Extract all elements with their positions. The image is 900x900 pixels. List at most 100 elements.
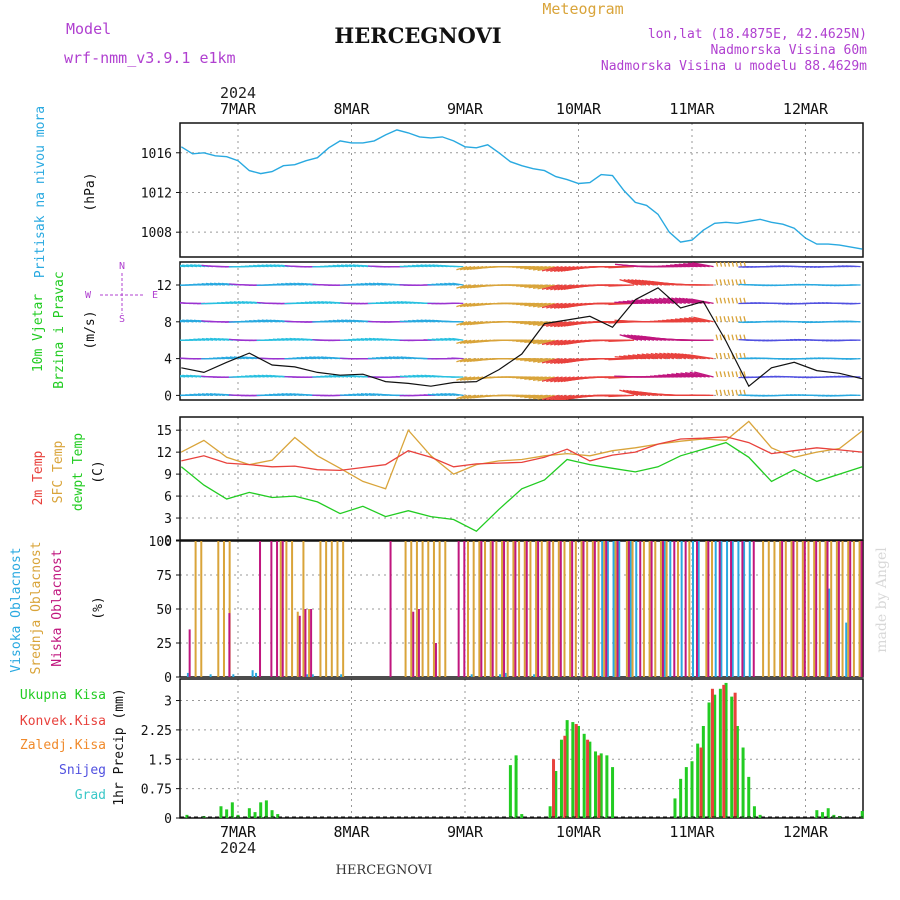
cloud-bar: [752, 541, 755, 677]
precip-total-bar: [185, 814, 189, 818]
cloud-bar: [616, 541, 619, 677]
wind-barb: [739, 262, 743, 267]
wind-axis-title-1: 10m Vjetar: [31, 294, 46, 372]
wind-barb: [743, 389, 746, 396]
wind-barb: [180, 319, 190, 323]
wind-barb: [541, 357, 559, 364]
wind-unit: (m/s): [83, 310, 98, 349]
wind-barb: [463, 302, 476, 308]
cloud-bar: [837, 541, 840, 677]
wind-barb: [553, 284, 571, 291]
y-tick-label: 0: [164, 389, 172, 404]
coords-text: lon,lat (18.4875E, 42.4625N): [648, 27, 867, 42]
wind-barb: [715, 316, 719, 322]
precip-snow-legend: Snijeg: [59, 763, 106, 778]
wind-barb: [528, 284, 547, 289]
wind-barb: [723, 352, 727, 359]
wind-barb: [541, 302, 559, 309]
wind-barb: [849, 265, 861, 268]
wind-barb: [743, 371, 746, 378]
cloud-bar: [546, 541, 549, 677]
wind-barb: [693, 316, 714, 323]
wind-barb: [739, 371, 743, 378]
wind-barb: [632, 354, 655, 360]
wind-barb: [727, 371, 731, 378]
wind-barb: [743, 297, 746, 304]
wind-barb: [456, 394, 468, 400]
y-tick-label: 1012: [141, 186, 172, 201]
wind-barb: [532, 376, 551, 381]
wind-barb: [727, 262, 731, 267]
cloud-bar: [845, 622, 848, 677]
precip-total-bar: [707, 702, 711, 818]
cloud-bar: [432, 541, 435, 677]
y-tick-label: 3: [164, 695, 172, 710]
wind-barb: [631, 299, 655, 305]
precip-total-bar: [611, 767, 615, 818]
precip-total-bar: [860, 810, 864, 818]
sfc-temp-line: [181, 420, 863, 490]
wind-barb: [541, 376, 559, 382]
wind-barb: [452, 337, 464, 341]
wind-barb: [719, 334, 723, 341]
precip-total-bar: [588, 741, 592, 818]
wind-barb: [731, 389, 735, 396]
wind-barb: [623, 355, 647, 360]
wind-barb: [553, 265, 571, 273]
wind-barb: [674, 352, 694, 360]
y-tick-label: 4: [164, 353, 172, 368]
cloud-bar: [480, 541, 483, 677]
wind-barb: [659, 352, 678, 360]
wind-speed-line: [181, 287, 863, 388]
wind-barb: [412, 374, 424, 378]
wind-barb: [550, 376, 567, 383]
cloud-bar: [824, 541, 827, 677]
y-tick-label: 1.5: [149, 753, 172, 768]
wind-barb: [553, 357, 571, 365]
cloud-bar: [340, 674, 343, 677]
y-tick-label: 12: [156, 279, 172, 294]
cloud-bar: [512, 541, 515, 677]
precip-conv-bar: [699, 747, 703, 818]
wind-barb: [557, 357, 575, 364]
precip-total-bar: [826, 808, 830, 818]
precip-total-legend: Ukupna Kisa: [20, 688, 106, 703]
panel-frame: [179, 261, 864, 401]
cloud-bar: [807, 541, 810, 677]
cloud-bar: [232, 674, 235, 677]
precip-total-bar: [701, 725, 705, 818]
cloud-bar: [489, 541, 492, 677]
cloud-mid-title: Srednja Oblacnost: [29, 541, 44, 674]
x-tick-label-top: 10MAR: [556, 100, 602, 118]
precip-conv-bar: [722, 684, 726, 818]
wind-barb: [723, 371, 727, 378]
wind-barb: [553, 339, 571, 346]
cloud-bar: [612, 541, 615, 677]
wind-barb: [731, 262, 735, 267]
cloud-bar: [858, 541, 861, 677]
wind-barb: [537, 265, 555, 272]
wind-barb: [463, 357, 476, 363]
wind-barb: [630, 334, 651, 341]
x-tick-label-bottom: 9MAR: [447, 823, 484, 841]
x-tick-label-bottom: 11MAR: [669, 823, 715, 841]
precip-total-bar: [247, 808, 251, 818]
wind-barb: [416, 319, 428, 323]
wind-barb: [691, 354, 714, 360]
cloud-bar: [412, 611, 415, 677]
cloud-bar: [790, 541, 793, 677]
precip-total-bar: [605, 755, 609, 818]
wind-barb: [723, 262, 727, 267]
wind-barb: [532, 339, 551, 345]
precip-total-bar: [815, 810, 819, 818]
precip-total-bar: [684, 767, 688, 818]
wind-barb: [735, 316, 739, 322]
wind-compass-icon: N S W E: [85, 261, 158, 325]
cloud-bar: [631, 541, 634, 677]
wind-barb: [524, 339, 543, 344]
wind-barb: [463, 321, 476, 326]
wind-barb: [459, 284, 472, 289]
wind-barb: [459, 394, 472, 400]
wind-barb: [689, 371, 710, 378]
wind-barb: [723, 279, 727, 286]
